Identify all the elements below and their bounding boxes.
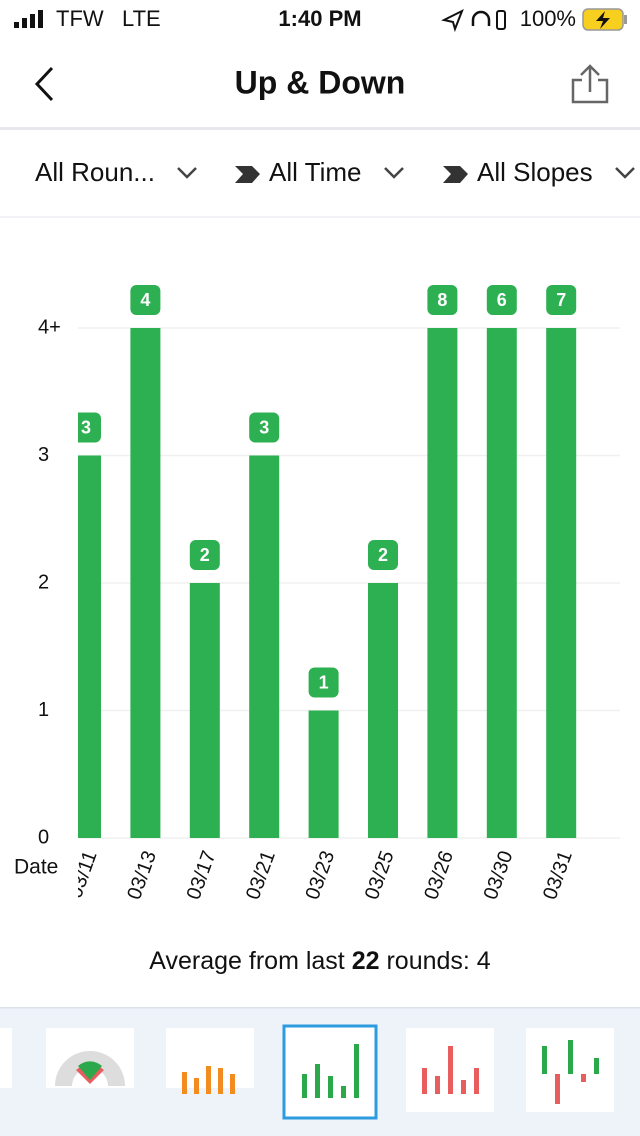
bar-label-text: 7 — [556, 290, 566, 310]
thumbnail[interactable] — [526, 1028, 614, 1112]
bar-label-text: 3 — [259, 417, 269, 437]
share-button[interactable] — [571, 64, 609, 104]
bar-label: 7 — [546, 285, 577, 315]
chart-picker — [0, 1007, 640, 1136]
bar-label-text: 8 — [437, 290, 447, 310]
bar — [368, 583, 398, 838]
bar-label: 1 — [308, 667, 339, 698]
network: LTE — [122, 6, 161, 31]
bar — [130, 328, 161, 838]
bar-label-bg — [486, 285, 517, 315]
bar-label: 4 — [130, 285, 161, 315]
bar — [249, 455, 280, 838]
y-tick-label: 0 — [38, 826, 49, 848]
bar-label-text: 1 — [319, 672, 329, 692]
bars — [78, 328, 577, 838]
filter[interactable]: All Roun... — [35, 157, 155, 187]
bar-label-bg — [308, 667, 339, 698]
bar-label-text: 4 — [140, 290, 150, 310]
bar-label-bg — [189, 540, 220, 570]
filter-bar: All Roun... All Time All Slopes — [35, 157, 635, 187]
summary-count: 22 — [352, 947, 380, 975]
summary-prefix: Average from last — [149, 947, 345, 975]
back-button[interactable] — [34, 66, 54, 102]
x-tick-label: 03/31 — [539, 848, 577, 903]
bar-label: 2 — [189, 540, 220, 570]
thumbnail[interactable] — [406, 1028, 494, 1112]
bar-label-text: 6 — [497, 290, 507, 310]
thumbnail[interactable] — [282, 1024, 378, 1120]
filter[interactable]: All Slopes — [477, 157, 593, 187]
thumbnail[interactable] — [46, 1028, 134, 1088]
bar-label-bg — [546, 285, 577, 315]
battery-percent: 100% — [520, 6, 576, 31]
x-tick-label: 03/25 — [361, 848, 399, 903]
bar — [546, 328, 577, 838]
filter[interactable]: All Time — [269, 157, 361, 187]
bar-label-bg — [368, 540, 398, 570]
bar-label-text: 2 — [378, 545, 388, 565]
bar — [427, 328, 458, 838]
clock: 1:40 PM — [278, 6, 361, 31]
thumbnail[interactable] — [0, 1028, 12, 1088]
summary: Average from last 22 rounds: 4 — [149, 947, 491, 975]
bar — [486, 328, 517, 838]
screen-title: Up & Down — [235, 64, 406, 100]
status-bar: TFW LTE 1:40 PM 100% — [14, 6, 627, 33]
bar-label-bg — [130, 285, 161, 315]
x-tick-label: 03/11 — [64, 848, 101, 901]
x-tick-label: 03/17 — [183, 848, 221, 903]
x-axis-label: Date — [14, 856, 58, 879]
x-tick-label: 03/13 — [123, 848, 161, 903]
bar-label: 3 — [78, 412, 101, 443]
x-tick-label: 03/26 — [420, 848, 458, 903]
bar-label-bg — [249, 412, 280, 443]
y-tick-label: 2 — [38, 571, 49, 593]
bar — [78, 455, 101, 838]
bar-label-text: 2 — [200, 545, 210, 565]
x-tick-label: 03/23 — [301, 848, 339, 903]
chart: Date 0 1 2 3 4+ 3 03/11 4 03/13 2 03/17 3 03/21 1 03/2… — [14, 285, 620, 903]
bar-label-text: 3 — [81, 417, 91, 437]
x-tick-label: 03/21 — [242, 848, 280, 903]
bar-label-bg — [427, 285, 458, 315]
y-tick-label: 3 — [38, 444, 49, 466]
thumbnail[interactable] — [166, 1028, 254, 1094]
x-tick-label: 03/30 — [480, 848, 518, 903]
bar-label: 3 — [249, 412, 280, 443]
summary-suffix: rounds: 4 — [386, 947, 490, 975]
bar — [189, 583, 220, 838]
bar-label: 8 — [427, 285, 458, 315]
bar-label: 6 — [486, 285, 517, 315]
y-tick-label: 1 — [38, 699, 49, 721]
bar-label-bg — [78, 412, 101, 443]
bar-label: 2 — [368, 540, 398, 570]
y-tick-label: 4+ — [38, 316, 61, 338]
carrier: TFW — [56, 6, 104, 31]
bar — [308, 710, 339, 838]
